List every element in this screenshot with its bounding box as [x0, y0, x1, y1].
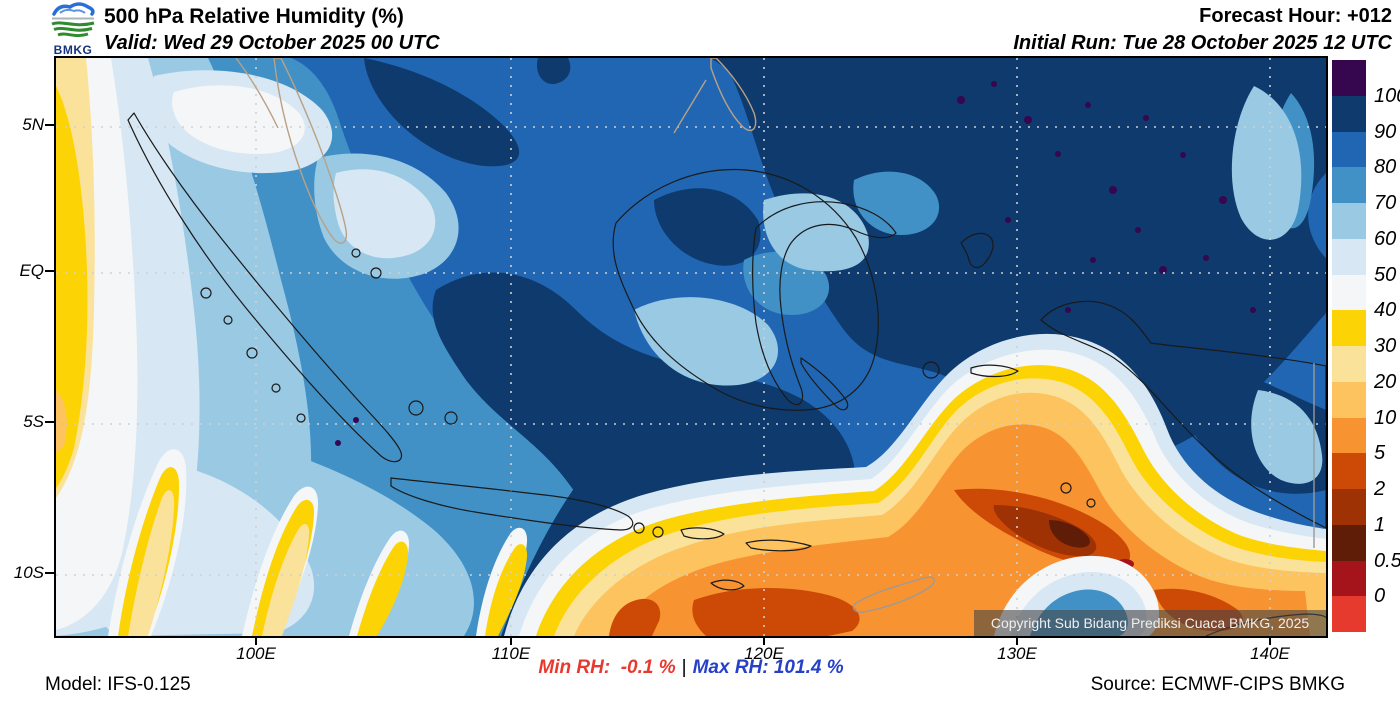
colorbar-label: 0	[1374, 585, 1386, 607]
page-title: 500 hPa Relative Humidity (%)	[104, 5, 404, 28]
colorbar-label: 30	[1374, 335, 1397, 357]
colorbar-band	[1332, 274, 1366, 311]
colorbar-band	[1332, 417, 1366, 454]
colorbar-band	[1332, 346, 1366, 382]
border-lines	[852, 363, 1315, 613]
lat-lon-gridlines	[56, 58, 1326, 636]
rh-contour-map	[56, 58, 1326, 636]
colorbar-label: 0.5	[1374, 550, 1400, 572]
colorbar-band	[1332, 453, 1366, 489]
valid-time: Valid: Wed 29 October 2025 00 UTC	[104, 32, 440, 54]
lat-label: 5N	[22, 115, 44, 134]
axis-tick	[510, 637, 512, 645]
map-frame: Copyright Sub Bidang Prediksi Cuaca BMKG…	[54, 56, 1328, 638]
coastlines	[127, 112, 1326, 636]
lon-label: 100E	[236, 644, 276, 663]
lat-label: 5S	[23, 412, 44, 431]
colorbar-label: 70	[1374, 192, 1397, 214]
colorbar-band	[1332, 167, 1366, 203]
min-max-line: Min RH: -0.1 % | Max RH: 101.4 %	[54, 657, 1328, 679]
bmkg-logo-icon	[51, 2, 95, 38]
axis-tick	[45, 270, 54, 272]
axis-tick	[763, 637, 765, 645]
bmkg-logo-text: BMKG	[53, 43, 93, 57]
colorbar-label: 20	[1374, 371, 1397, 393]
lon-label: 140E	[1250, 644, 1290, 663]
max-rh-value: Max RH: 101.4 %	[692, 657, 844, 678]
lon-label: 120E	[744, 644, 784, 663]
colorbar-label: 1	[1374, 514, 1386, 536]
forecast-hour: Forecast Hour: +012	[1199, 5, 1392, 27]
lon-label: 130E	[997, 644, 1037, 663]
axis-tick	[1269, 637, 1271, 645]
colorbar-label: 100	[1374, 85, 1400, 107]
copyright-overlay: Copyright Sub Bidang Prediksi Cuaca BMKG…	[974, 610, 1326, 636]
colorbar-label: 50	[1374, 264, 1397, 286]
colorbar-band	[1332, 560, 1366, 597]
colorbar	[1332, 60, 1366, 632]
axis-tick	[45, 124, 54, 126]
axis-tick	[45, 421, 54, 423]
colorbar-band	[1332, 524, 1366, 561]
axis-tick	[1016, 637, 1018, 645]
colorbar-label: 80	[1374, 156, 1397, 178]
initial-run: Initial Run: Tue 28 October 2025 12 UTC	[1013, 32, 1392, 54]
colorbar-band	[1332, 203, 1366, 239]
colorbar-band	[1332, 310, 1366, 346]
colorbar-label: 60	[1374, 228, 1397, 250]
bmkg-logo: BMKG	[46, 1, 100, 57]
model-label: Model: IFS-0.125	[45, 674, 191, 695]
foreign-coastlines	[235, 58, 757, 244]
lon-label: 110E	[491, 644, 531, 663]
colorbar-label: 2	[1374, 478, 1386, 500]
min-max-separator: |	[681, 657, 687, 678]
colorbar-label: 10	[1374, 407, 1397, 429]
colorbar-band	[1332, 489, 1366, 525]
lat-label: 10S	[13, 563, 44, 582]
colorbar-label: 90	[1374, 121, 1397, 143]
lat-label: EQ	[19, 261, 44, 280]
axis-tick	[255, 637, 257, 645]
min-rh-value: Min RH: -0.1 %	[538, 657, 676, 678]
colorbar-band	[1332, 381, 1366, 418]
rh-left-edge-dry-bands	[56, 58, 528, 636]
colorbar-label: 40	[1374, 299, 1397, 321]
colorbar-band	[1332, 95, 1366, 132]
colorbar-label: 5	[1374, 442, 1386, 464]
axis-tick	[45, 572, 54, 574]
colorbar-band	[1332, 60, 1366, 96]
colorbar-band	[1332, 238, 1366, 275]
colorbar-band	[1332, 596, 1366, 632]
colorbar-band	[1332, 131, 1366, 168]
source-label: Source: ECMWF-CIPS BMKG	[1090, 674, 1345, 695]
